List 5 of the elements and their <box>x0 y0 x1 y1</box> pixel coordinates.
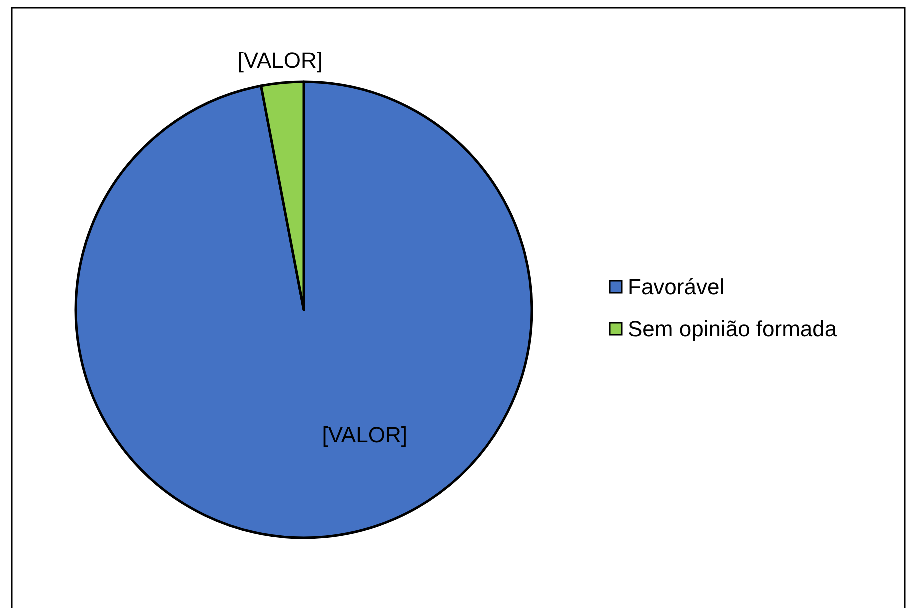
legend-label: Favorável <box>628 274 725 300</box>
data-label: [VALOR] <box>238 48 323 73</box>
legend-label: Sem opinião formada <box>628 316 838 342</box>
data-label: [VALOR] <box>322 422 408 448</box>
pie-slice <box>74 80 534 540</box>
